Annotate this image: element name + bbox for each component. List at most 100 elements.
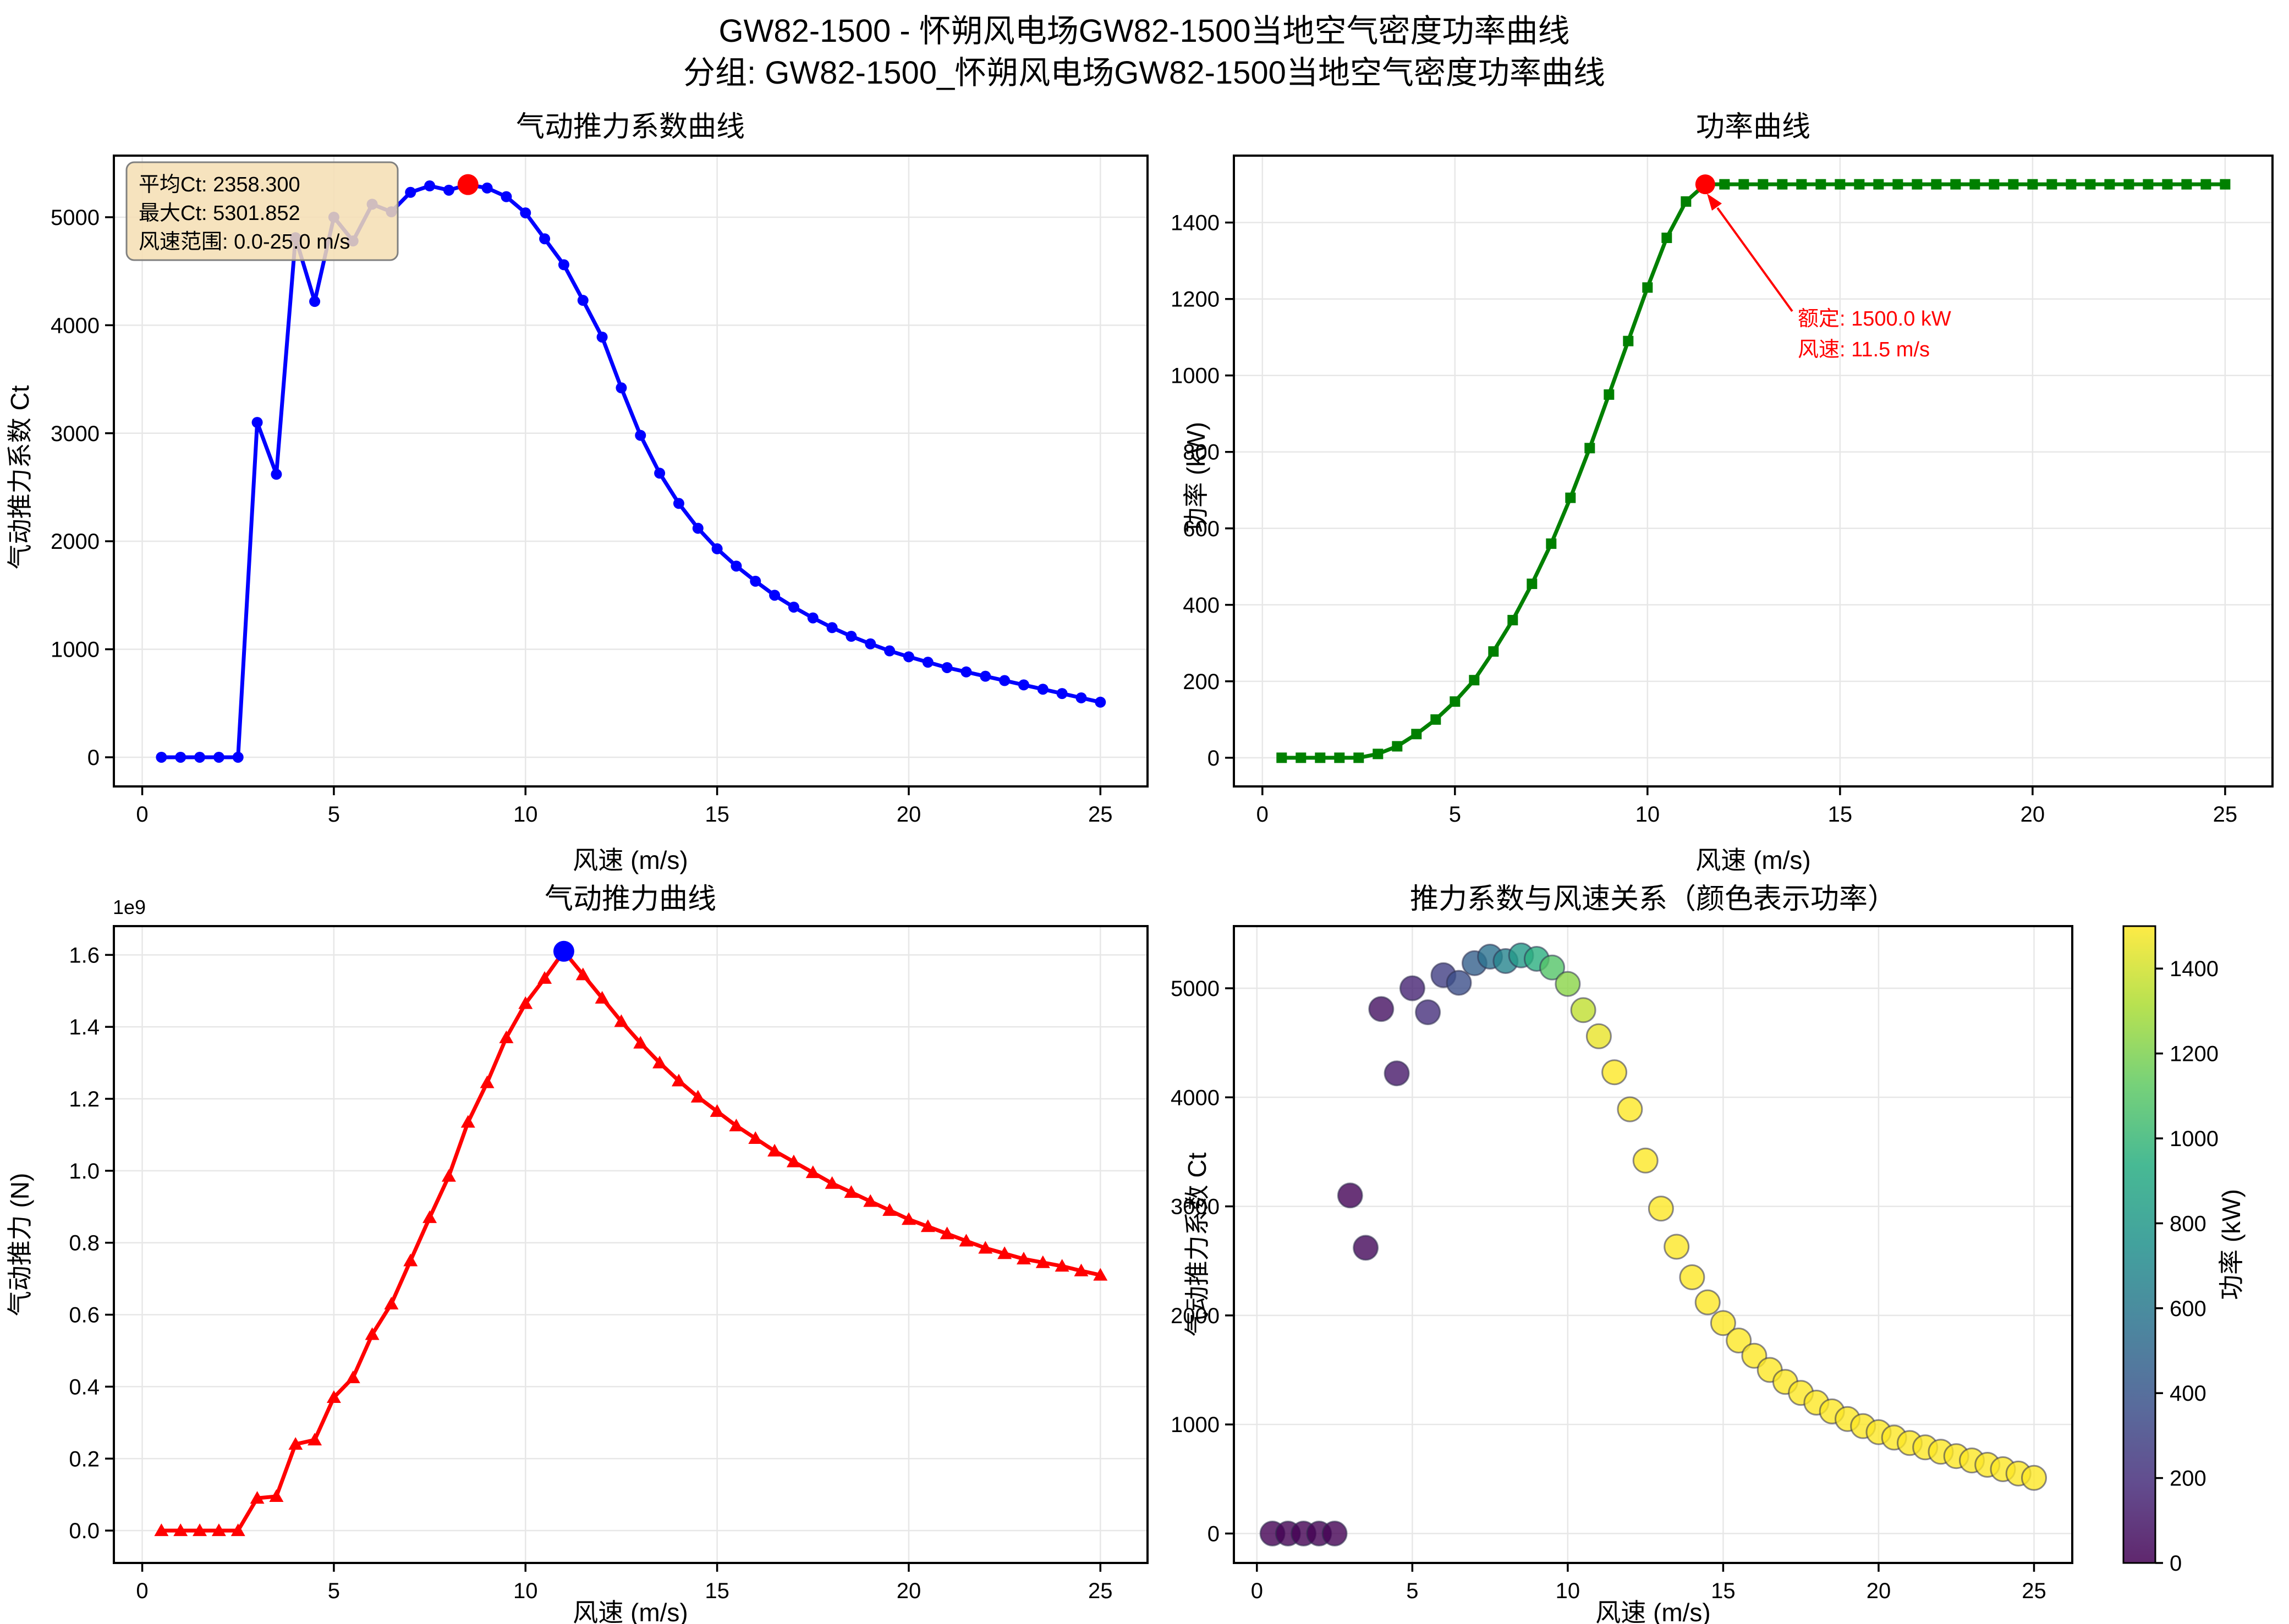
x-tick-label: 15 <box>705 1579 729 1603</box>
colorbar-tick-label: 1200 <box>2170 1042 2219 1066</box>
scatter-point <box>1555 971 1581 997</box>
x-tick-label: 15 <box>705 802 729 827</box>
colorbar-gradient <box>2123 926 2155 1563</box>
scatter-y-axis-label: 气动推力系数 Ct <box>1183 1152 1211 1336</box>
power-chart-title: 功率曲线 <box>1696 111 1810 143</box>
rated-point-marker <box>1695 174 1715 195</box>
data-point-marker <box>403 1253 418 1267</box>
x-tick-label: 10 <box>513 1579 538 1603</box>
power-x-axis-label: 风速 (m/s) <box>1695 846 1811 874</box>
scatter-point <box>1726 1328 1752 1353</box>
data-point-marker <box>614 1014 629 1027</box>
data-point-marker <box>441 1169 456 1182</box>
data-point-marker <box>499 1030 514 1043</box>
data-point-marker <box>1373 748 1384 759</box>
data-point-marker <box>575 967 590 981</box>
data-point-marker <box>271 469 282 480</box>
y-tick-label: 0.6 <box>69 1303 100 1328</box>
colorbar-tick-label: 600 <box>2170 1297 2206 1321</box>
data-point-marker <box>2200 179 2211 190</box>
x-tick-label: 25 <box>1088 802 1113 827</box>
data-point-marker <box>1276 752 1287 763</box>
stats-line-max-ct: 最大Ct: 5301.852 <box>139 202 300 225</box>
data-point-marker <box>1642 282 1653 293</box>
data-point-marker <box>1777 179 1788 190</box>
data-point-marker <box>1411 729 1422 740</box>
data-point-marker <box>960 666 972 678</box>
y-tick-label: 0.0 <box>69 1519 100 1543</box>
data-point-marker <box>1969 179 1980 190</box>
y-tick-label: 3000 <box>51 422 100 446</box>
power-y-axis-label: 功率 (kW) <box>1182 422 1210 533</box>
data-point-marker <box>1430 714 1441 725</box>
scatter-x-axis-label: 风速 (m/s) <box>1595 1598 1711 1624</box>
data-point-marker <box>652 1055 667 1069</box>
colorbar-ticks: 0 200 400 600 800 1000 1200 1400 <box>2155 957 2219 1576</box>
data-point-marker <box>1604 389 1615 400</box>
scatter-point <box>1648 1196 1674 1222</box>
data-point-marker <box>1093 1268 1108 1281</box>
data-point-marker <box>460 1115 475 1128</box>
data-point-marker <box>2104 179 2115 190</box>
data-point-marker <box>731 560 742 572</box>
data-point-marker <box>2143 179 2154 190</box>
data-point-marker <box>997 1246 1012 1259</box>
colorbar-label: 功率 (kW) <box>2217 1189 2246 1300</box>
x-tick-label: 25 <box>2213 802 2238 827</box>
data-point-marker <box>520 207 531 219</box>
stats-line-mean-ct: 平均Ct: 2358.300 <box>139 173 300 196</box>
data-point-marker <box>2066 179 2077 190</box>
scatter-point <box>1321 1521 1348 1546</box>
data-point-marker <box>882 1203 897 1216</box>
x-tick-label: 15 <box>1711 1579 1736 1603</box>
x-tick-label: 20 <box>897 1579 921 1603</box>
scatter-point <box>1632 1147 1659 1174</box>
series-line <box>159 183 1102 759</box>
scatter-point <box>1415 999 1441 1026</box>
rated-annotation-arrow <box>1716 207 1793 312</box>
scatter-point <box>1694 1289 1721 1315</box>
colorbar-tick-label: 0 <box>2170 1551 2182 1576</box>
data-point-marker <box>1507 615 1518 626</box>
data-point-marker <box>2181 179 2192 190</box>
data-point-marker <box>980 670 991 682</box>
data-point-marker <box>365 1327 380 1340</box>
data-point-marker <box>1892 179 1903 190</box>
y-tick-label: 600 <box>1183 517 1220 541</box>
data-point-marker <box>1661 232 1672 243</box>
rated-annotation-line1: 额定: 1500.0 kW <box>1798 307 1951 331</box>
data-point-marker <box>767 1143 782 1157</box>
data-point-marker <box>213 751 224 763</box>
scatter-point <box>1585 1023 1612 1049</box>
data-point-marker <box>635 430 646 441</box>
data-point-marker <box>193 1523 207 1537</box>
data-point-marker <box>1873 179 1884 190</box>
data-point-marker <box>2162 179 2173 190</box>
y-tick-label: 0 <box>87 746 100 770</box>
x-tick-label: 5 <box>1449 802 1461 827</box>
data-point-marker <box>884 645 896 657</box>
scatter-point <box>1368 996 1395 1022</box>
data-point-marker <box>2046 179 2057 190</box>
data-point-marker <box>539 233 551 245</box>
data-point-marker <box>501 191 512 202</box>
y-tick-label: 2000 <box>51 530 100 554</box>
x-tick-label: 10 <box>1556 1579 1580 1603</box>
data-point-marker <box>537 971 552 984</box>
data-point-marker <box>518 996 533 1009</box>
data-point-marker <box>1912 179 1923 190</box>
data-point-marker <box>978 1241 993 1254</box>
thrust-x-axis-label: 风速 (m/s) <box>573 1598 688 1624</box>
scatter-point <box>1617 1096 1643 1122</box>
data-point-marker <box>232 751 244 763</box>
colorbar-tick-label: 200 <box>2170 1467 2206 1491</box>
data-point-marker <box>865 638 876 649</box>
data-point-marker <box>251 417 263 428</box>
data-point-marker <box>384 1296 399 1309</box>
scatter-plot-area: 0 5 10 15 20 25 0 1000 2000 3000 4000 5000 <box>1171 925 2073 1603</box>
data-point-marker <box>1055 1259 1069 1272</box>
x-tick-label: 10 <box>513 802 538 827</box>
data-point-marker <box>345 1370 360 1384</box>
